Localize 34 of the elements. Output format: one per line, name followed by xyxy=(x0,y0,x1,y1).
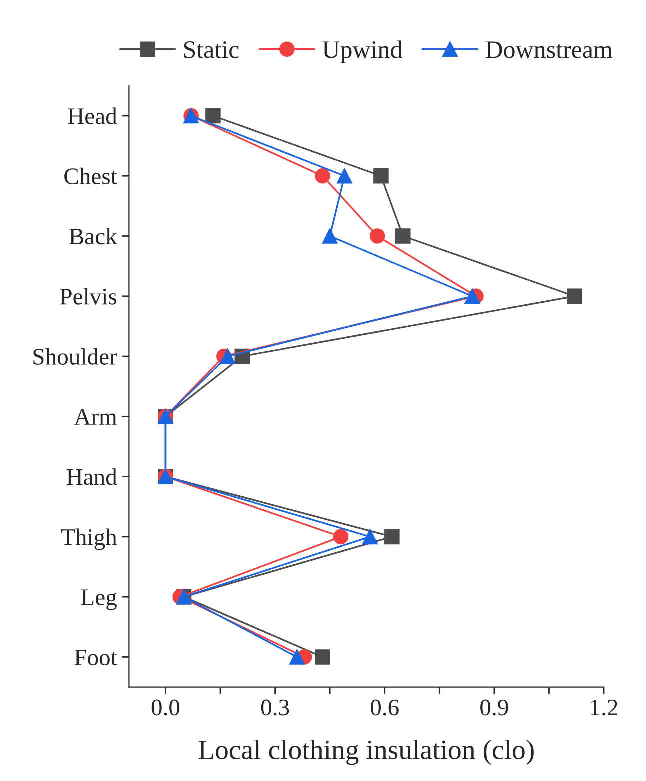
y-tick-label: Back xyxy=(70,228,118,245)
y-tick-label: Shoulder xyxy=(34,348,118,365)
point xyxy=(322,228,338,244)
point xyxy=(362,529,378,545)
x-tick-label: 0.9 xyxy=(480,700,508,716)
point xyxy=(290,650,305,665)
point xyxy=(315,168,330,184)
point xyxy=(333,529,349,545)
legend-label: Downstream xyxy=(486,42,613,58)
point xyxy=(395,228,411,244)
point xyxy=(374,168,389,184)
point xyxy=(337,168,352,184)
point xyxy=(315,650,330,665)
y-tick-label: Chest xyxy=(64,168,118,185)
y-tick-label: Head xyxy=(68,108,118,124)
y-tick-label: Leg xyxy=(81,590,117,610)
y-tick-label: Arm xyxy=(74,409,118,425)
y-tick-label: Hand xyxy=(66,468,118,486)
point xyxy=(206,108,221,124)
x-tick-label: 1.2 xyxy=(591,700,618,716)
x-tick-label: 0.0 xyxy=(152,700,180,716)
point xyxy=(220,348,236,364)
point xyxy=(384,529,400,545)
point xyxy=(567,288,582,304)
x-axis-title: Local clothing insulation (clo) xyxy=(198,740,534,766)
point xyxy=(370,228,386,244)
x-tick-label: 0.3 xyxy=(261,700,290,716)
y-tick-label: Thigh xyxy=(61,528,118,550)
legend-label: Upwind xyxy=(322,40,402,64)
legend-label: Static xyxy=(184,42,239,58)
y-tick-label: Foot xyxy=(74,650,118,666)
y-tick-label: Pelvis xyxy=(60,288,117,305)
point xyxy=(464,288,480,304)
x-tick-label: 0.6 xyxy=(371,700,399,716)
